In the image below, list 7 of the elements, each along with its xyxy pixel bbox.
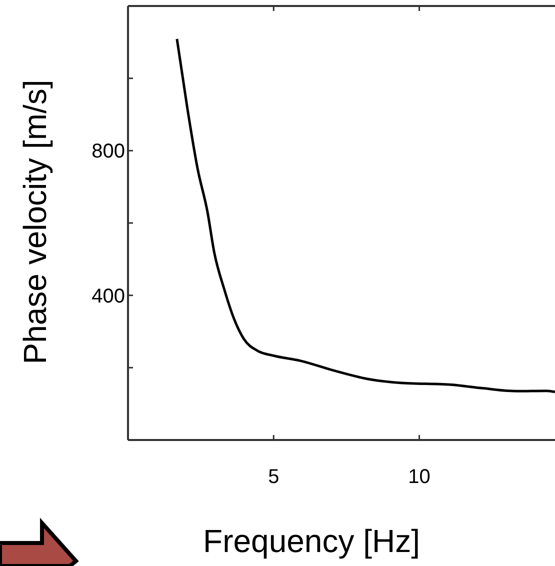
x-tick-label: 5 [268, 466, 280, 488]
line-series [176, 38, 555, 394]
y-tick-label: 800 [92, 140, 125, 163]
y-axis-title: Phase velocity [m/s] [17, 80, 53, 364]
x-axis-title: Frequency [Hz] [203, 523, 420, 559]
y-tick-label: 400 [92, 285, 125, 308]
x-tick-label: 10 [408, 466, 430, 488]
